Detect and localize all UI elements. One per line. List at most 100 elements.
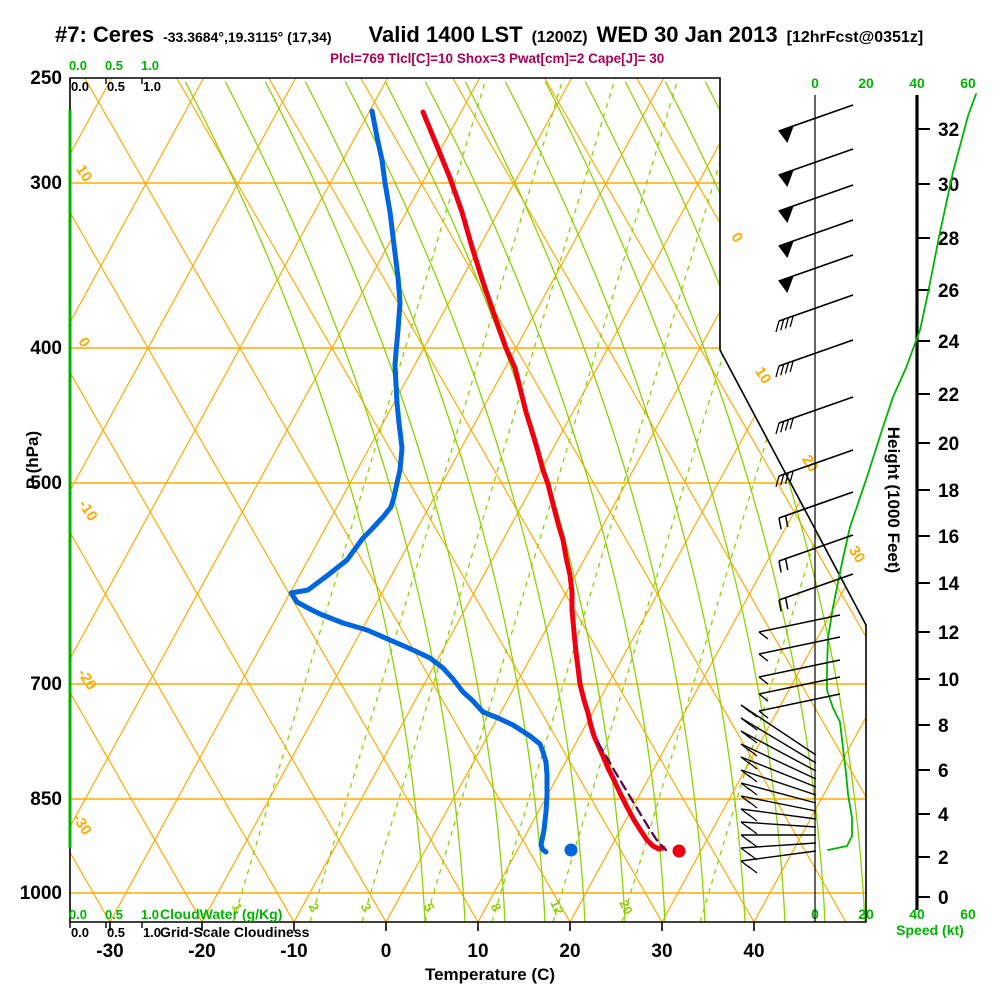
cloudiness-scale-value-top: 0.0 bbox=[71, 79, 89, 94]
wind-barb-staff-fan bbox=[740, 704, 817, 756]
wind-barb-hatch bbox=[775, 475, 780, 488]
cloudiness-scale-value-bottom: 1.0 bbox=[143, 925, 161, 940]
wind-barb-tick bbox=[747, 787, 758, 796]
isotherm-line bbox=[70, 78, 481, 922]
wind-barb-staff bbox=[758, 614, 841, 633]
mixing-ratio-label: 20 bbox=[616, 897, 636, 916]
wind-barb-tick bbox=[747, 839, 758, 848]
cloudwater-scale-title: CloudWater (g/Kg) bbox=[160, 906, 282, 922]
height-tick-label: 20 bbox=[938, 434, 959, 455]
dry-adiabat-line bbox=[452, 78, 866, 922]
temp-tick-label: 40 bbox=[743, 941, 764, 962]
mixing-ratio-label: 8 bbox=[488, 901, 505, 914]
wind-barb-staff bbox=[758, 636, 841, 655]
temp-tick-label: 0 bbox=[381, 941, 392, 962]
mixing-ratio-line bbox=[491, 78, 746, 922]
wind-barb-tick bbox=[747, 722, 758, 731]
wind-barb-tick bbox=[758, 631, 769, 640]
stability-params-line: Plcl=769 Tlcl[C]=10 Shox=3 Pwat[cm]=2 Ca… bbox=[330, 51, 665, 66]
speed-tick-label-bottom: 40 bbox=[909, 906, 925, 922]
valid-date: WED 30 Jan 2013 bbox=[596, 22, 778, 47]
wind-barb-tick bbox=[758, 653, 769, 662]
mixing-ratio-label: 2 bbox=[306, 901, 323, 914]
dry-adiabat-line bbox=[84, 78, 571, 922]
wind-barb-tick bbox=[747, 800, 758, 809]
moist-adiabat-line bbox=[264, 81, 506, 922]
wind-barb-feather bbox=[784, 515, 789, 528]
cloudiness-scale-value-bottom: 0.0 bbox=[71, 925, 89, 940]
mixing-ratio-line bbox=[699, 78, 866, 922]
temp-tick-label: 30 bbox=[651, 941, 672, 962]
mixing-ratio-label: 5 bbox=[421, 901, 438, 914]
moist-adiabat-line bbox=[504, 81, 746, 922]
pressure-tick-label: 400 bbox=[30, 338, 62, 359]
station-title: #7: Ceres bbox=[55, 22, 155, 47]
isotherm-line bbox=[109, 78, 573, 922]
adiabat-edge-label: -10 bbox=[75, 497, 101, 524]
pressure-tick-label: 300 bbox=[30, 173, 62, 194]
wind-barb-tick bbox=[747, 709, 758, 718]
wind-barb-staff bbox=[778, 534, 854, 562]
wind-barb-tick bbox=[747, 826, 758, 835]
mixing-ratio-line bbox=[309, 78, 564, 922]
mixing-ratio-line bbox=[361, 78, 616, 922]
height-tick-label: 10 bbox=[938, 670, 959, 691]
wind-barb-pennant bbox=[778, 169, 795, 187]
isotherm-edge-label: 0 bbox=[727, 229, 746, 245]
wind-barb-tick bbox=[747, 748, 758, 757]
isotherm-edge-label: 20 bbox=[798, 452, 821, 475]
temp-axis-title: Temperature (C) bbox=[425, 965, 555, 984]
wind-barb-hatch bbox=[784, 472, 790, 484]
wind-barb-tick bbox=[758, 693, 769, 702]
height-tick-label: 6 bbox=[938, 761, 949, 782]
temp-tick-label: -10 bbox=[280, 941, 307, 962]
wind-barb-staff bbox=[778, 339, 854, 367]
wind-barb-staff bbox=[758, 676, 841, 695]
cloudiness-scale-value-bottom: 0.5 bbox=[107, 925, 125, 940]
wind-barb-hatch bbox=[780, 364, 785, 376]
wind-barb-hatch bbox=[775, 365, 780, 378]
isotherm-line bbox=[0, 78, 20, 922]
height-tick-label: 14 bbox=[938, 574, 960, 595]
height-tick-label: 26 bbox=[938, 281, 959, 302]
dry-adiabat-line bbox=[728, 78, 866, 922]
height-tick-label: 0 bbox=[938, 888, 949, 909]
speed-tick-label-top: 60 bbox=[960, 75, 976, 91]
isotherm-line bbox=[293, 78, 757, 922]
wind-barb-tick bbox=[758, 710, 769, 719]
moist-adiabat-line bbox=[624, 81, 866, 922]
windspeed-profile bbox=[826, 93, 977, 851]
forecast-tag: [12hrFcst@0351z] bbox=[786, 29, 924, 46]
height-tick-label: 24 bbox=[938, 332, 960, 353]
speed-tick-label-bottom: 60 bbox=[960, 906, 976, 922]
moist-adiabat-line bbox=[584, 81, 826, 922]
wind-barb-hatch bbox=[780, 319, 785, 331]
speed-tick-label-bottom: 20 bbox=[858, 906, 874, 922]
speed-tick-label-top: 40 bbox=[909, 75, 925, 91]
speed-tick-label-top: 0 bbox=[811, 75, 819, 91]
temp-tick-label: -20 bbox=[188, 941, 215, 962]
cloudwater-scale-value-bottom: 0.5 bbox=[105, 907, 123, 922]
wind-barb-tick bbox=[758, 676, 769, 685]
surface-temperature-dot bbox=[672, 844, 686, 858]
temperature-profile bbox=[420, 109, 666, 852]
wind-barb-pennant bbox=[778, 275, 795, 293]
wind-barb-staff-fan bbox=[740, 743, 817, 780]
speed-axis-title: Speed (kt) bbox=[896, 922, 964, 938]
wind-barb-hatch bbox=[784, 362, 790, 374]
dry-adiabat-line bbox=[268, 78, 755, 922]
wind-barb-staff bbox=[778, 294, 854, 322]
wind-barb-tick bbox=[747, 865, 758, 874]
wind-barb-staff bbox=[778, 449, 854, 477]
height-tick-label: 12 bbox=[938, 623, 959, 644]
cloudiness-scale-value-top: 1.0 bbox=[143, 79, 161, 94]
wind-barb-hatch bbox=[789, 360, 794, 373]
wind-barb-staff bbox=[778, 396, 854, 424]
dry-adiabat-line bbox=[636, 78, 866, 922]
title-row: #7: Ceres -33.3684°,19.3115° (17,34) Val… bbox=[55, 22, 923, 48]
dewpoint-profile bbox=[288, 108, 550, 855]
adiabat-edge-label: -20 bbox=[74, 666, 100, 693]
wind-barb-tick bbox=[747, 735, 758, 744]
wind-barb-staff-fan bbox=[740, 795, 817, 812]
